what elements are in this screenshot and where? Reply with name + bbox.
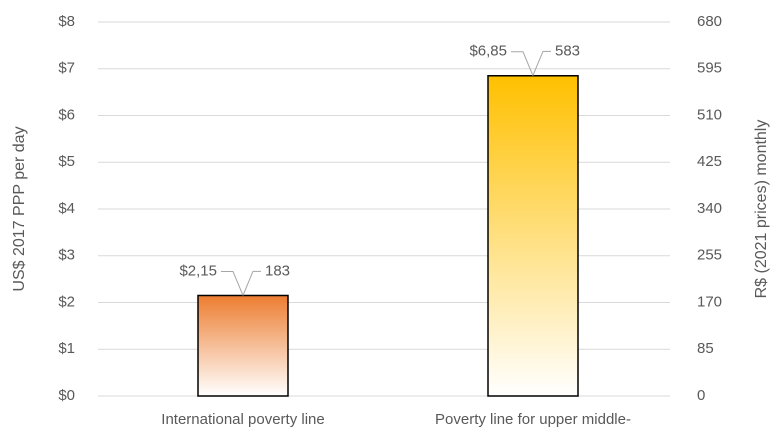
y-tick-label: $4 bbox=[58, 200, 75, 217]
data-label: 583 bbox=[555, 42, 580, 59]
y2-tick-label: 680 bbox=[697, 13, 722, 30]
y-tick-label: $1 bbox=[58, 340, 75, 357]
y2-axis-title: R$ (2021 prices) monthly bbox=[753, 120, 770, 299]
leader-line bbox=[511, 51, 534, 76]
y2-tick-label: 425 bbox=[697, 153, 722, 170]
y2-tick-label: 170 bbox=[697, 293, 722, 310]
y2-tick-label: 85 bbox=[697, 340, 714, 357]
y-tick-label: $8 bbox=[58, 13, 75, 30]
leader-line bbox=[221, 270, 244, 296]
y-tick-label: $7 bbox=[58, 60, 75, 77]
y2-tick-label: 595 bbox=[697, 60, 722, 77]
y2-tick-label: 510 bbox=[697, 106, 722, 123]
bar bbox=[197, 294, 289, 397]
data-label: $6,85 bbox=[469, 43, 507, 60]
y2-tick-label: 0 bbox=[697, 387, 705, 404]
bar bbox=[487, 75, 579, 397]
leader-line bbox=[532, 50, 551, 76]
y-tick-label: $3 bbox=[58, 247, 75, 264]
leader-line bbox=[242, 270, 261, 296]
data-label: $2,15 bbox=[179, 262, 217, 279]
y-tick-label: $0 bbox=[58, 387, 75, 404]
x-tick-label: International poverty line bbox=[161, 411, 324, 428]
y-tick-label: $5 bbox=[58, 153, 75, 170]
y2-tick-label: 340 bbox=[697, 200, 722, 217]
y2-tick-label: 255 bbox=[697, 247, 722, 264]
x-tick-label: Poverty line for upper middle- bbox=[435, 411, 631, 428]
y-tick-label: $2 bbox=[58, 293, 75, 310]
y-axis-title: US$ 2017 PPP per day bbox=[11, 126, 28, 291]
y-tick-label: $6 bbox=[58, 106, 75, 123]
data-label: 183 bbox=[265, 262, 290, 279]
